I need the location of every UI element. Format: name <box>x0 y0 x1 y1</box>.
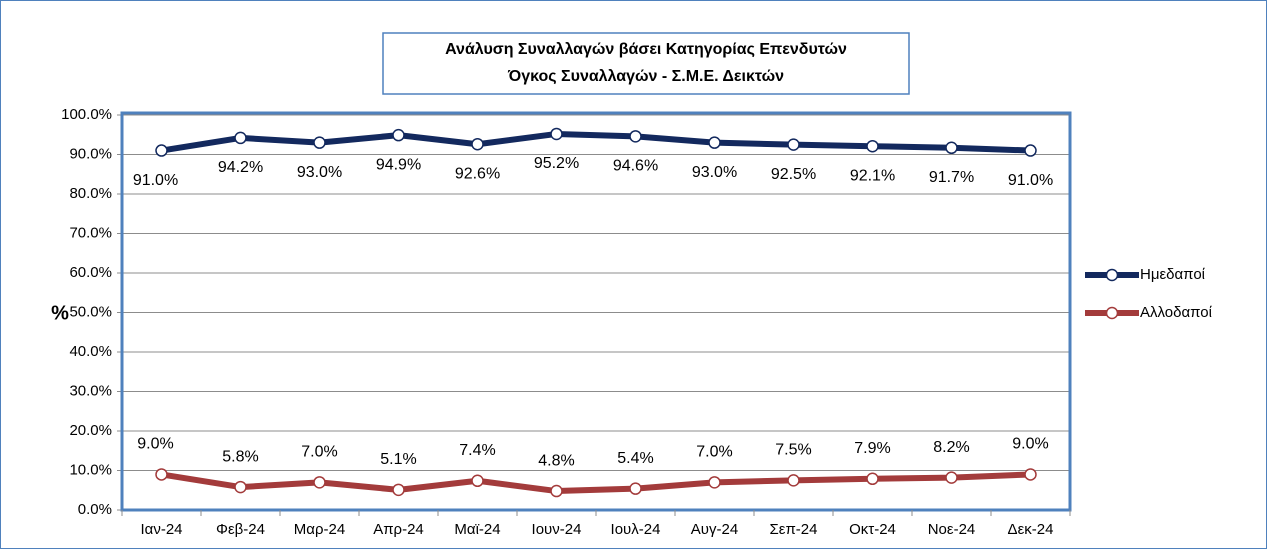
x-tick-label: Ιουν-24 <box>532 521 582 538</box>
data-label: 5.8% <box>222 448 258 465</box>
data-label: 5.4% <box>617 450 653 467</box>
data-point <box>945 471 958 484</box>
data-label: 95.2% <box>534 155 579 172</box>
x-tick-label: Φεβ-24 <box>216 521 265 538</box>
data-label: 94.9% <box>376 156 421 173</box>
x-tick-label: Δεκ-24 <box>1008 521 1054 538</box>
y-tick-label: 20.0% <box>69 422 112 439</box>
data-label: 9.0% <box>137 436 173 453</box>
y-tick-label: 100.0% <box>61 106 112 123</box>
data-point <box>234 131 247 145</box>
data-point <box>708 136 721 149</box>
x-tick-label: Απρ-24 <box>373 521 424 538</box>
data-label: 7.5% <box>775 442 811 459</box>
x-tick-label: Μαϊ-24 <box>454 521 500 538</box>
data-point <box>155 144 168 157</box>
data-point <box>866 139 879 153</box>
legend-label: Ημεδαποί <box>1140 266 1206 283</box>
data-point <box>313 136 326 149</box>
series-line <box>161 130 1031 154</box>
data-point <box>392 483 405 497</box>
data-label: 91.0% <box>1008 172 1053 189</box>
x-tick-label: Οκτ-24 <box>849 521 896 538</box>
data-label: 91.7% <box>929 169 974 186</box>
data-label: 94.6% <box>613 158 658 175</box>
legend-label: Αλλοδαποί <box>1140 304 1213 321</box>
data-point <box>392 128 405 142</box>
data-label: 94.2% <box>218 159 263 176</box>
data-point <box>1024 144 1037 157</box>
data-label: 7.0% <box>696 444 732 461</box>
data-point <box>945 141 958 155</box>
x-tick-label: Μαρ-24 <box>294 521 345 538</box>
data-point <box>629 482 642 495</box>
data-point <box>629 130 642 143</box>
x-tick-label: Σεπ-24 <box>770 521 818 538</box>
data-point <box>155 468 168 481</box>
chart-title: Ανάλυση Συναλλαγών βάσει Κατηγορίας Επεν… <box>445 41 847 58</box>
y-tick-label: 60.0% <box>69 264 112 281</box>
data-point <box>313 476 326 489</box>
data-point <box>708 476 721 489</box>
x-tick-label: Ιαν-24 <box>140 521 182 538</box>
data-point <box>787 474 800 487</box>
series-line <box>161 471 1031 495</box>
data-label: 5.1% <box>380 451 416 468</box>
data-label: 91.0% <box>133 172 178 189</box>
data-label: 93.0% <box>692 164 737 181</box>
legend-marker <box>1105 268 1119 282</box>
y-tick-label: 50.0% <box>69 303 112 320</box>
data-point <box>471 137 484 151</box>
y-tick-label: 40.0% <box>69 343 112 360</box>
y-tick-label: 30.0% <box>69 382 112 399</box>
data-point <box>866 472 879 486</box>
x-tick-label: Νοε-24 <box>928 521 976 538</box>
y-tick-label: 0.0% <box>78 501 112 518</box>
data-point <box>550 127 563 141</box>
y-tick-label: 90.0% <box>69 145 112 162</box>
data-label: 92.5% <box>771 166 816 183</box>
data-point <box>787 138 800 151</box>
chart-subtitle: Όγκος Συναλλαγών - Σ.Μ.Ε. Δεικτών <box>507 68 784 85</box>
data-label: 93.0% <box>297 164 342 181</box>
data-label: 4.8% <box>538 452 574 469</box>
y-axis-label: % <box>51 302 69 324</box>
y-tick-label: 80.0% <box>69 185 112 202</box>
data-point <box>471 474 484 488</box>
data-label: 8.2% <box>933 439 969 456</box>
legend-marker <box>1105 306 1119 320</box>
x-tick-label: Αυγ-24 <box>691 521 738 538</box>
data-point <box>550 484 563 498</box>
title-box <box>382 32 910 95</box>
y-tick-label: 70.0% <box>69 224 112 241</box>
data-label: 92.1% <box>850 167 895 184</box>
data-label: 7.4% <box>459 442 495 459</box>
data-label: 7.0% <box>301 444 337 461</box>
y-tick-label: 10.0% <box>69 461 112 478</box>
data-label: 7.9% <box>854 440 890 457</box>
x-tick-label: Ιουλ-24 <box>611 521 661 538</box>
data-label: 9.0% <box>1012 436 1048 453</box>
data-point <box>234 480 247 494</box>
data-label: 92.6% <box>455 165 500 182</box>
data-point <box>1024 468 1037 481</box>
